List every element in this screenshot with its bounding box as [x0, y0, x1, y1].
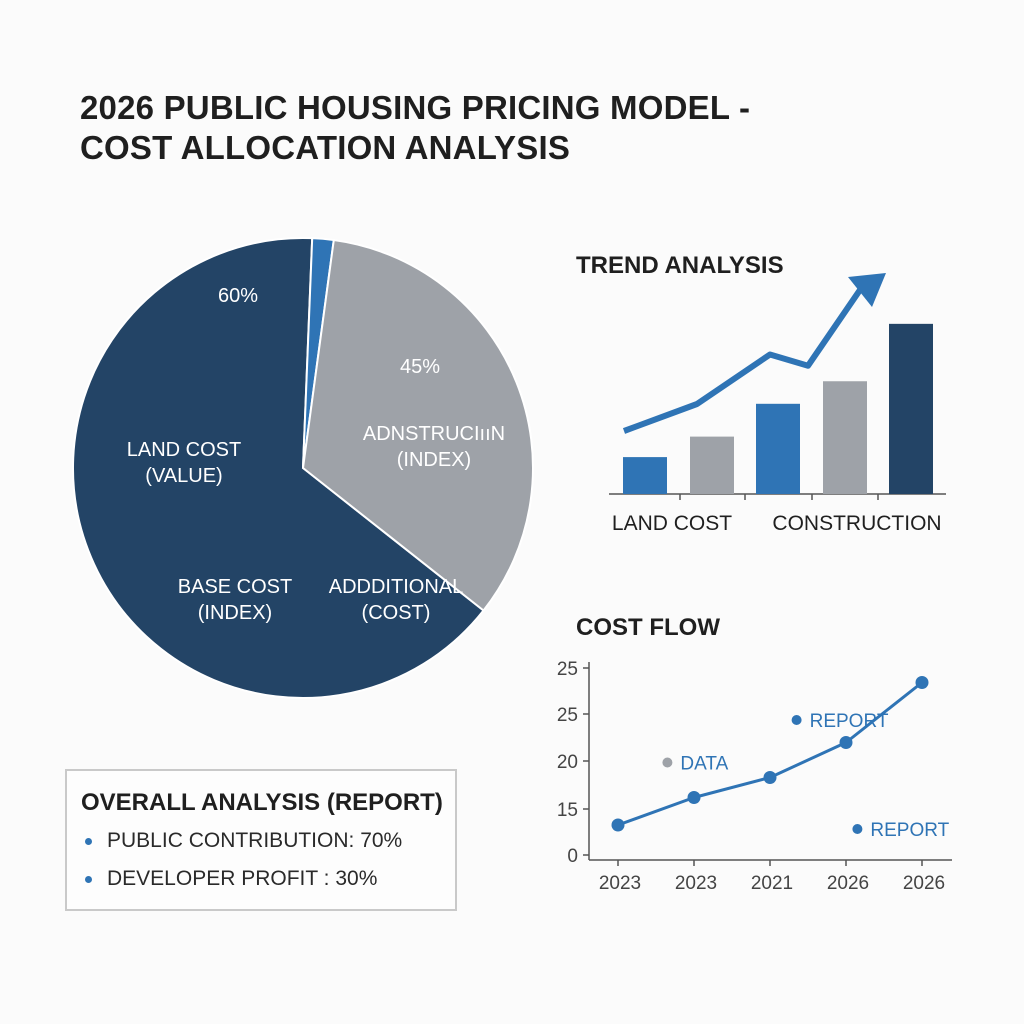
cost-flow-point [763, 771, 777, 784]
bar-3 [756, 403, 800, 494]
bar-x-label-construction: CONSTRUCTION [772, 512, 942, 535]
overall-analysis-box: OVERALL ANALYSIS (REPORT) PUBLIC CONTRIB… [65, 769, 457, 911]
bullet-icon [85, 875, 92, 883]
line-y-tick-label: 0 [567, 846, 578, 867]
line-x-tick-label: 2026 [903, 873, 945, 894]
summary-item-developer-profit: DEVELOPER PROFIT : 30% [85, 867, 377, 891]
cost-flow-title: COST FLOW [576, 614, 720, 641]
line-y-tick-label: 25 [557, 705, 578, 726]
pie-label-60: 60% [217, 285, 259, 307]
pie-label-construction: ADNSTRUCIııN (INDEX) [362, 423, 506, 471]
pie-label-land-cost: LAND COST (VALUE) [126, 439, 242, 487]
bar-5 [889, 323, 933, 494]
line-x-tick-label: 2023 [675, 873, 717, 894]
annotation-label: DATA [680, 754, 728, 775]
summary-title: OVERALL ANALYSIS (REPORT) [81, 789, 443, 816]
cost-flow-point [611, 818, 625, 832]
page-title: 2026 PUBLIC HOUSING PRICING MODEL - COST… [80, 88, 750, 168]
cost-flow-point [839, 736, 853, 749]
annotation-dot [852, 824, 863, 834]
bar-1 [623, 457, 667, 494]
annotation-dot [662, 757, 673, 768]
trend-arrow-icon [848, 273, 886, 307]
line-x-tick-label: 2026 [827, 873, 869, 894]
annotation-label: REPORT [810, 711, 889, 732]
trend-analysis-title: TREND ANALYSIS [576, 252, 784, 279]
cost-flow-point [687, 791, 701, 804]
summary-item-text: DEVELOPER PROFIT : 30% [107, 867, 378, 890]
pie-label-base-cost: BASE COST (INDEX) [177, 576, 293, 624]
line-y-tick-label: 25 [557, 659, 578, 680]
cost-flow-point [915, 676, 929, 689]
cost-flow-line [617, 681, 923, 827]
title-line-2: COST ALLOCATION ANALYSIS [80, 129, 571, 166]
pie-gray-slice [301, 238, 534, 612]
bar-x-label-land-cost: LAND COST [611, 512, 733, 535]
title-line-1: 2026 PUBLIC HOUSING PRICING MODEL - [80, 89, 751, 126]
bar-4 [823, 381, 867, 494]
annotation-label: REPORT [870, 820, 949, 841]
trend-line [622, 285, 865, 434]
bullet-icon [85, 837, 92, 845]
annotation-dot [791, 715, 802, 725]
line-x-tick-label: 2021 [751, 873, 793, 894]
summary-item-text: PUBLIC CONTRIBUTION: 70% [107, 829, 403, 852]
summary-item-public-contribution: PUBLIC CONTRIBUTION: 70% [85, 829, 402, 853]
line-x-tick-label: 2023 [599, 873, 641, 894]
pie-label-additional: ADDDITIONAL (COST) [328, 576, 464, 624]
pie-navy-slice [72, 237, 485, 699]
line-y-tick-label: 15 [557, 800, 578, 821]
bar-2 [690, 436, 734, 494]
pie-label-45: 45% [399, 356, 441, 378]
line-y-tick-label: 20 [557, 752, 578, 773]
